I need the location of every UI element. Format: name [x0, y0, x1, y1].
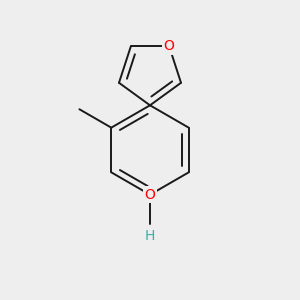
Text: O: O	[164, 39, 175, 53]
Text: H: H	[145, 229, 155, 243]
Text: O: O	[145, 188, 155, 202]
